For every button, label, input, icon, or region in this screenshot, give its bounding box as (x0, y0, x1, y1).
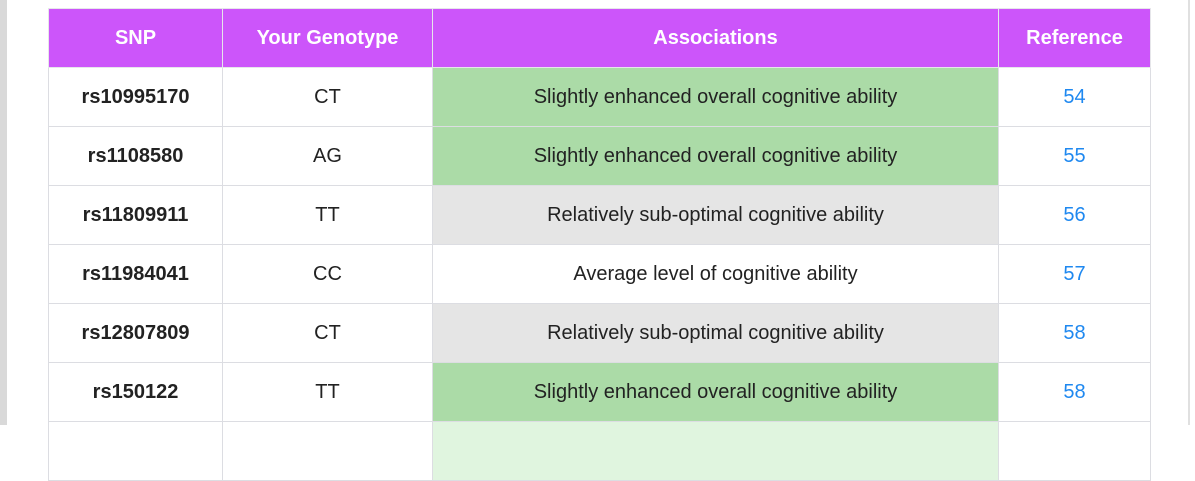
association: Slightly enhanced overall cognitive abil… (432, 362, 999, 422)
association (432, 421, 999, 481)
reference-link[interactable]: 54 (998, 67, 1151, 127)
right-page-edge (1188, 0, 1190, 425)
genotype: CT (222, 67, 433, 127)
genotype: TT (222, 185, 433, 245)
snp-id (48, 421, 223, 481)
genotype: TT (222, 362, 433, 422)
header-snp: SNP (48, 8, 223, 68)
table-row: rs10995170 CT Slightly enhanced overall … (48, 67, 1151, 127)
left-scroll-edge (0, 0, 7, 425)
header-genotype: Your Genotype (222, 8, 433, 68)
association: Relatively sub-optimal cognitive ability (432, 303, 999, 363)
table-row-partial (48, 421, 1151, 481)
table-row: rs11809911 TT Relatively sub-optimal cog… (48, 185, 1151, 245)
reference-link (998, 421, 1151, 481)
table-row: rs11984041 CC Average level of cognitive… (48, 244, 1151, 304)
snp-id: rs10995170 (48, 67, 223, 127)
table-row: rs12807809 CT Relatively sub-optimal cog… (48, 303, 1151, 363)
table-header: SNP Your Genotype Associations Reference (48, 8, 1151, 68)
reference-link[interactable]: 56 (998, 185, 1151, 245)
snp-id: rs1108580 (48, 126, 223, 186)
snp-id: rs11984041 (48, 244, 223, 304)
reference-link[interactable]: 58 (998, 362, 1151, 422)
snp-id: rs12807809 (48, 303, 223, 363)
genotype: CC (222, 244, 433, 304)
header-reference: Reference (998, 8, 1151, 68)
association: Average level of cognitive ability (432, 244, 999, 304)
genotype: CT (222, 303, 433, 363)
reference-link[interactable]: 58 (998, 303, 1151, 363)
snp-id: rs150122 (48, 362, 223, 422)
genotype: AG (222, 126, 433, 186)
table-row: rs1108580 AG Slightly enhanced overall c… (48, 126, 1151, 186)
association: Relatively sub-optimal cognitive ability (432, 185, 999, 245)
table-row: rs150122 TT Slightly enhanced overall co… (48, 362, 1151, 422)
snp-id: rs11809911 (48, 185, 223, 245)
association: Slightly enhanced overall cognitive abil… (432, 67, 999, 127)
header-associations: Associations (432, 8, 999, 68)
reference-link[interactable]: 57 (998, 244, 1151, 304)
genotype (222, 421, 433, 481)
reference-link[interactable]: 55 (998, 126, 1151, 186)
snp-table: SNP Your Genotype Associations Reference… (48, 8, 1151, 481)
association: Slightly enhanced overall cognitive abil… (432, 126, 999, 186)
